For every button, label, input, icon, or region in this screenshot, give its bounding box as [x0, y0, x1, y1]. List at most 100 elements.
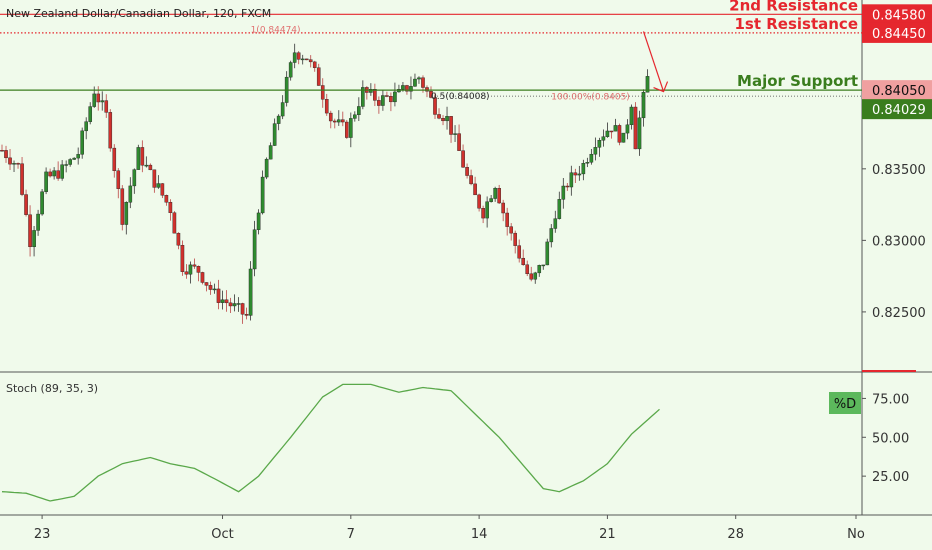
candle-body: [84, 121, 88, 132]
stoch-legend-badge: [829, 392, 861, 414]
candle-body: [433, 97, 437, 115]
candle-body: [272, 123, 277, 146]
candle-body: [204, 282, 209, 286]
candle-body: [196, 266, 201, 273]
candle-body: [585, 162, 590, 164]
candle-body: [361, 87, 365, 107]
candle-body: [256, 212, 261, 230]
candle-body: [369, 89, 373, 93]
level-label-1st-resistance: 1st Resistance: [734, 15, 858, 33]
candle-body: [569, 172, 574, 188]
price-tick-label: 0.83000: [872, 234, 926, 249]
candle-body: [421, 77, 425, 88]
candle-body: [385, 95, 389, 97]
candle-body: [349, 118, 353, 138]
level-label-2nd-resistance: 2nd Resistance: [729, 0, 858, 14]
candle-body: [92, 93, 97, 107]
candle-body: [108, 112, 113, 149]
candle-body: [513, 232, 517, 246]
candle-body: [176, 232, 181, 246]
candle-body: [549, 228, 554, 243]
candle-body: [296, 52, 301, 60]
candle-body: [60, 164, 64, 179]
candle-body: [561, 185, 566, 200]
stoch-legend-label: %D: [834, 397, 856, 412]
arrow-shaft: [642, 31, 665, 92]
candle-body: [160, 183, 165, 196]
candle-body: [192, 264, 197, 267]
candle-body: [104, 100, 109, 113]
candle-body: [493, 188, 497, 199]
price-tag-bg: [862, 4, 932, 25]
candle-body: [465, 167, 469, 176]
candle-body: [28, 214, 32, 248]
candle-body: [36, 213, 40, 231]
current-price-tag: [862, 99, 932, 120]
candle-body: [56, 170, 60, 179]
price-tag-bg: [862, 80, 932, 101]
candle-body: [373, 89, 377, 101]
candle-body: [184, 271, 189, 275]
candle-body: [377, 100, 381, 106]
candle-body: [332, 120, 337, 123]
candle-body: [413, 78, 417, 87]
candle-body: [88, 106, 93, 122]
candle-body: [425, 87, 429, 92]
candle-body: [180, 245, 185, 272]
candle-body: [353, 114, 357, 119]
candle-body: [336, 119, 341, 123]
candle-body: [613, 125, 618, 132]
chart-title: New Zealand Dollar/Canadian Dollar, 120,…: [6, 7, 272, 20]
price-tick-label: 0.83500: [872, 163, 926, 178]
candle-body: [312, 61, 317, 68]
candle-body: [148, 164, 153, 171]
stoch-tick-label: 75.00: [872, 392, 909, 407]
candle-body: [521, 257, 526, 265]
candle-body: [597, 140, 602, 148]
candle-body: [609, 130, 614, 133]
time-tick-label: No: [847, 527, 865, 542]
price-tag-label: 0.84050: [872, 84, 926, 99]
candle-body: [292, 52, 297, 63]
candle-body: [280, 102, 285, 117]
candle-body: [605, 130, 610, 137]
candle-body: [641, 92, 646, 119]
candle-body: [144, 164, 149, 167]
candle-body: [32, 230, 36, 248]
candle-body: [128, 185, 133, 203]
candle-body: [389, 96, 393, 103]
candle-body: [316, 67, 321, 86]
candle-body: [481, 208, 485, 219]
time-tick-label: 7: [347, 527, 355, 542]
candle-body: [260, 176, 265, 214]
candle-body: [0, 150, 4, 152]
candle-body: [164, 195, 169, 203]
candle-body: [116, 170, 121, 189]
chart-annotation: 0.5(0.84008): [431, 92, 490, 102]
candle-body: [152, 169, 157, 188]
candle-body: [76, 154, 80, 159]
candle-body: [124, 202, 129, 225]
candle-body: [96, 93, 101, 103]
candle-body: [573, 172, 578, 176]
price-tag-label: 0.84580: [872, 8, 926, 23]
candle-body: [268, 145, 273, 160]
chart-annotation: 1(0.84474): [251, 25, 301, 35]
candle-body: [16, 163, 20, 165]
candle-body: [308, 59, 313, 63]
candle-body: [228, 302, 233, 307]
stoch-indicator-label: Stoch (89, 35, 3): [6, 382, 99, 395]
time-tick-label: Oct: [211, 527, 233, 542]
candle-body: [409, 86, 413, 92]
candle-body: [68, 159, 72, 165]
candle-body: [429, 91, 433, 98]
candle-body: [417, 77, 421, 80]
candle-body: [120, 188, 125, 225]
time-tick-label: 21: [599, 527, 616, 542]
candle-body: [132, 169, 137, 187]
time-tick-label: 28: [727, 527, 744, 542]
candle-body: [240, 303, 245, 315]
candle-body: [252, 229, 257, 270]
candle-body: [461, 150, 465, 168]
